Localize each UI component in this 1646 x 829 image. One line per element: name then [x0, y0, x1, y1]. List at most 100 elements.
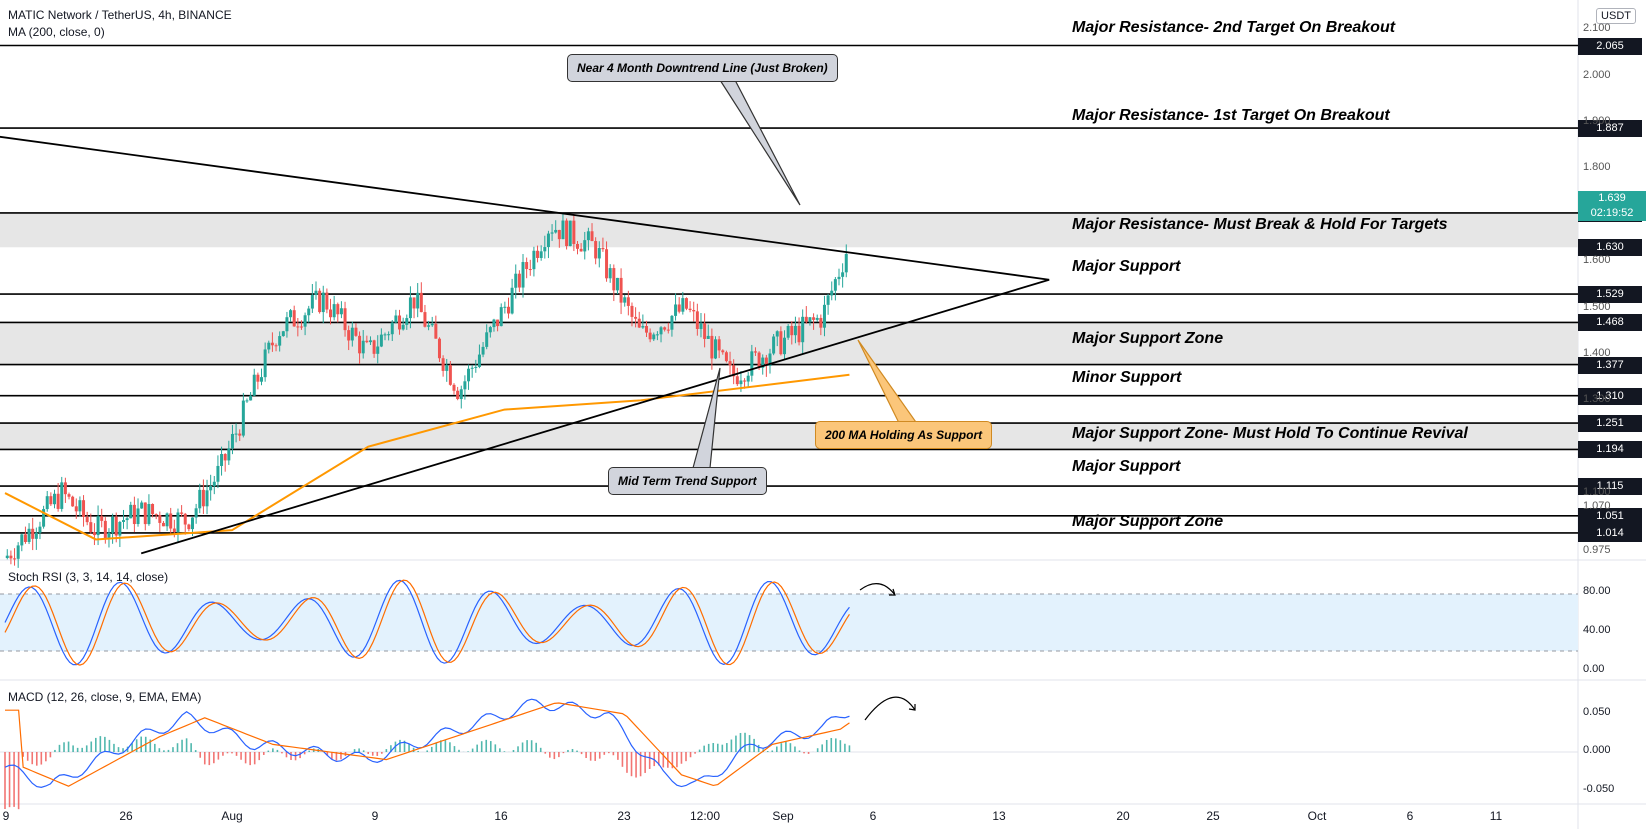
- price-tick-5: 1.500: [1583, 300, 1611, 313]
- candle-body: [779, 331, 783, 355]
- candle-body: [517, 273, 521, 288]
- candle-body: [822, 304, 826, 328]
- macd-hist-bar: [417, 750, 419, 752]
- candle-body: [768, 353, 772, 366]
- price-level-tag-8: 1.251: [1578, 415, 1642, 433]
- candle-body: [60, 482, 64, 509]
- candle-body: [336, 304, 340, 315]
- macd-hist-bar: [558, 752, 560, 758]
- candle-body: [158, 515, 162, 523]
- stoch-rsi-title: Stoch RSI (3, 3, 14, 14, close): [8, 570, 169, 584]
- candle-body: [692, 310, 696, 312]
- candle-body: [837, 276, 841, 280]
- macd-hist-bar: [176, 743, 179, 752]
- candle-body: [339, 308, 343, 315]
- macd-hist-bar: [499, 748, 501, 752]
- macd-hist-bar: [835, 738, 837, 752]
- candle-body: [757, 352, 761, 368]
- macd-hist-bar: [476, 744, 478, 752]
- downtrend-callout[interactable]: Near 4 Month Downtrend Line (Just Broken…: [567, 54, 838, 82]
- candle-body: [20, 534, 24, 546]
- candle-body: [801, 316, 805, 343]
- macd-hist-bar: [821, 744, 823, 752]
- candle-body: [238, 433, 242, 436]
- candle-body: [844, 253, 848, 273]
- candle-body: [659, 327, 663, 335]
- time-tick-14: 11: [1489, 809, 1503, 823]
- candle-body: [191, 517, 195, 530]
- trend-support-callout[interactable]: Mid Term Trend Support: [608, 467, 767, 495]
- candle-body: [263, 349, 267, 378]
- candle-body: [63, 482, 67, 495]
- macd-hist-bar: [399, 739, 401, 752]
- candle-body: [521, 262, 525, 288]
- time-tick-5: 23: [617, 809, 631, 823]
- macd-hist-bar: [4, 752, 6, 809]
- macd-hist-bar: [8, 752, 11, 808]
- candle-body: [706, 335, 710, 339]
- candle-body: [96, 516, 100, 536]
- candle-body: [808, 317, 812, 322]
- macd-hist-bar: [249, 752, 251, 766]
- candle-body: [499, 307, 503, 327]
- ma200-line: [4, 373, 850, 541]
- candle-body: [274, 345, 278, 347]
- candle-body: [361, 340, 365, 354]
- current-price: 1.639: [1598, 192, 1626, 204]
- candle-body: [347, 330, 351, 341]
- macd-hist-bar: [535, 742, 537, 752]
- candle-body: [296, 326, 300, 328]
- candle-body: [525, 262, 529, 270]
- candle-body: [368, 340, 372, 343]
- macd-hist-bar: [381, 752, 383, 754]
- candle-body: [350, 327, 354, 341]
- candle-body: [321, 292, 325, 313]
- macd-hist-bar: [58, 744, 61, 752]
- price-level-tag-7: 1.310: [1578, 387, 1642, 405]
- candle-body: [230, 433, 234, 449]
- candle-body: [329, 309, 333, 318]
- candle-body: [437, 338, 441, 359]
- candle-body: [140, 502, 144, 509]
- macd-hist-bar: [589, 752, 592, 761]
- candle-body: [597, 247, 601, 259]
- candle-body: [717, 339, 721, 351]
- candle-body: [412, 297, 416, 309]
- macd-hist-bar: [26, 752, 29, 761]
- candle-body: [107, 532, 111, 540]
- level-label-2: Major Resistance- Must Break & Hold For …: [1072, 216, 1448, 234]
- candle-body: [619, 277, 623, 303]
- candle-body: [252, 374, 256, 396]
- macd-hist-bar: [458, 749, 460, 752]
- candle-body: [746, 375, 750, 382]
- price-level-tag-5: 1.468: [1578, 314, 1642, 332]
- macd-hist-bar: [807, 752, 810, 754]
- macd-hist-bar: [181, 739, 183, 752]
- macd-hist-bar: [794, 746, 796, 752]
- macd-hist-bar: [208, 752, 211, 766]
- candle-body: [423, 312, 427, 327]
- candle-body: [307, 308, 311, 316]
- macd-hist-bar: [172, 747, 174, 752]
- macd-hist-bar: [335, 752, 338, 761]
- candle-body: [783, 337, 787, 355]
- macd-signal-line: [5, 702, 850, 787]
- candle-body: [703, 323, 707, 339]
- candle-body: [812, 317, 816, 320]
- macd-tick-neg: -0.050: [1583, 783, 1615, 795]
- candle-body: [565, 220, 569, 247]
- price-level-tag-10: 1.115: [1578, 478, 1642, 496]
- level-label-8: Major Support Zone: [1072, 513, 1224, 531]
- ma-support-callout[interactable]: 200 MA Holding As Support: [815, 421, 993, 449]
- macd-hist-bar: [707, 743, 710, 752]
- macd-hist-bar: [471, 748, 474, 752]
- level-label-1: Major Resistance- 1st Target On Breakout: [1072, 107, 1390, 125]
- macd-hist-bar: [362, 750, 365, 752]
- candle-body: [728, 361, 732, 366]
- macd-hist-bar: [35, 752, 38, 766]
- candle-body: [31, 528, 35, 539]
- candle-body: [125, 518, 129, 521]
- candle-body: [448, 365, 452, 385]
- currency-label[interactable]: USDT: [1596, 8, 1636, 24]
